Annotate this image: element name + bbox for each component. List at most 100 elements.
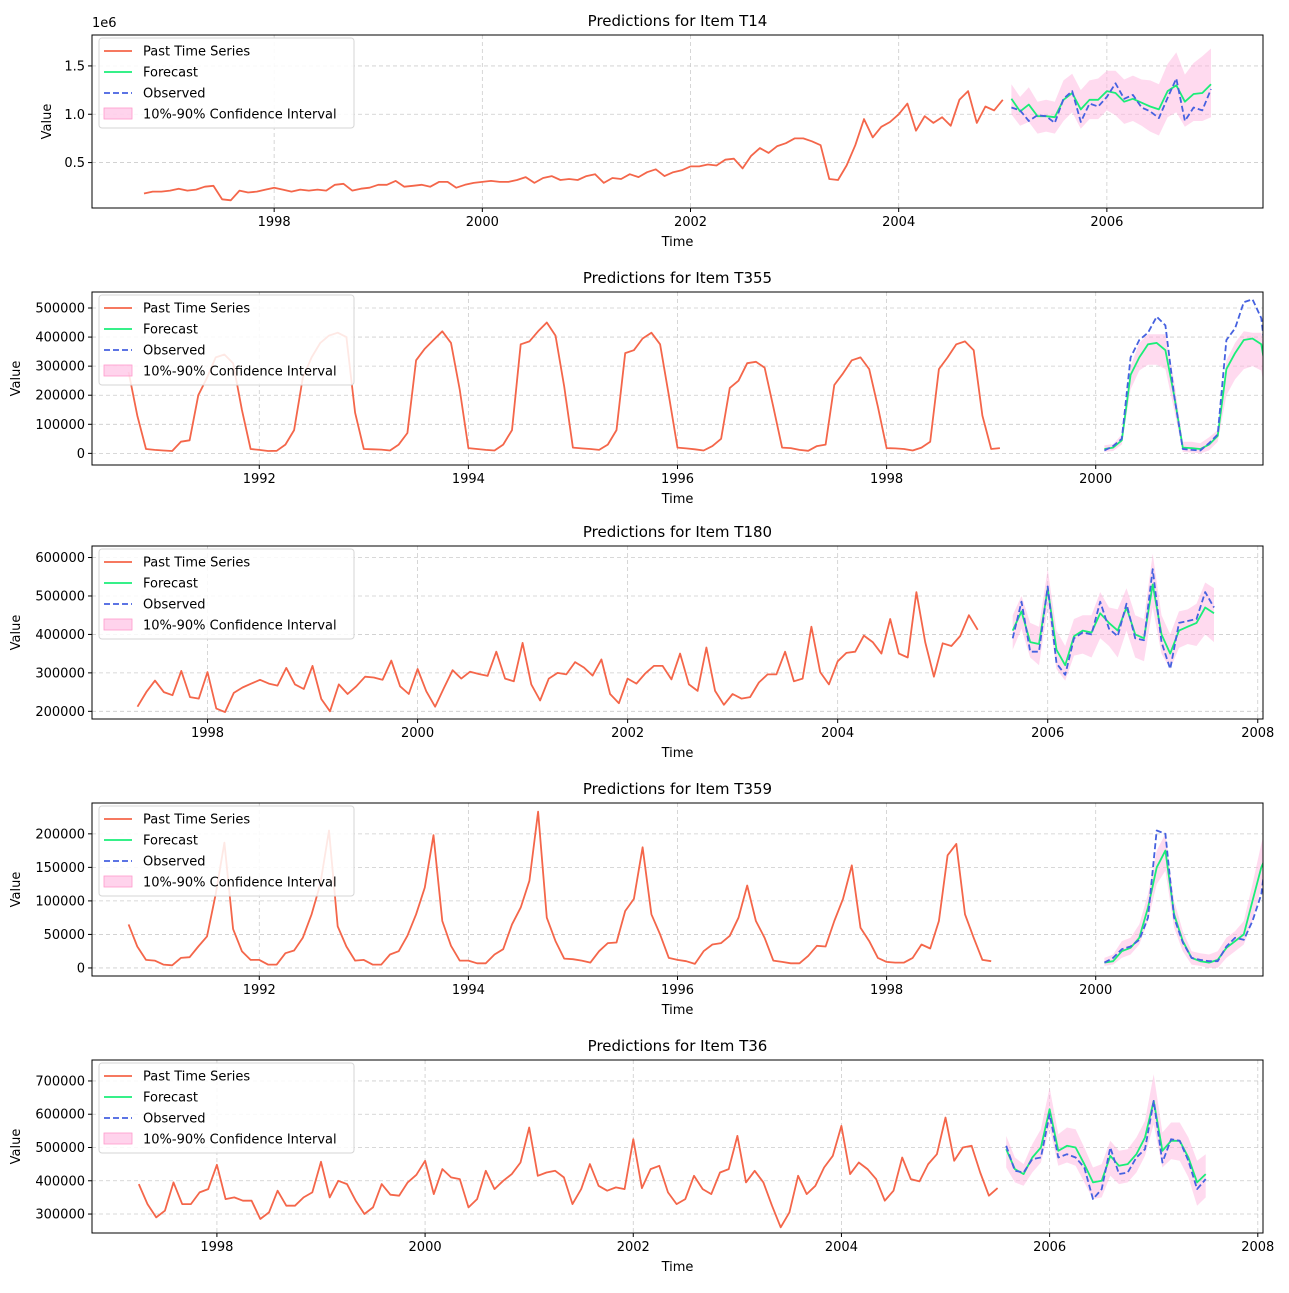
y-tick-label: 100000 (35, 418, 85, 433)
x-tick-label: 2004 (882, 215, 915, 230)
legend: Past Time Series Forecast Observed 10%-90% … (98, 1062, 355, 1154)
x-tick-label: 2000 (1079, 983, 1112, 998)
y-tick-label: 1.5 (64, 59, 85, 74)
legend-past-label: Past Time Series (143, 302, 250, 317)
x-tick-label: 2002 (617, 1240, 650, 1255)
x-axis-label: Time (661, 746, 694, 761)
y-tick-label: 50000 (44, 928, 85, 943)
y-tick-label: 0.5 (64, 156, 85, 171)
x-tick-label: 2004 (825, 1240, 858, 1255)
chart-title: Predictions for Item T355 (583, 269, 772, 287)
y-tick-label: 100000 (35, 894, 85, 909)
past-series-line (137, 1116, 999, 1229)
legend-box (98, 1062, 355, 1154)
legend-forecast-label: Forecast (143, 323, 198, 338)
y-tick-label: 150000 (35, 861, 85, 876)
x-tick-label: 1994 (452, 472, 485, 487)
subplot-3: 1998 2000 2002 2004 2006 2008 200000 300000 4000… (9, 523, 1274, 761)
legend-confidence-swatch (103, 875, 133, 888)
x-tick-label: 1992 (243, 472, 276, 487)
x-tick-label: 2000 (401, 726, 434, 741)
legend-confidence-label: 10%-90% Confidence Interval (143, 1133, 337, 1148)
legend-confidence-swatch (103, 618, 133, 631)
legend-forecast-label: Forecast (143, 1091, 198, 1106)
x-tick-label: 2000 (466, 215, 499, 230)
y-axis-label: Value (40, 104, 55, 140)
x-tick-label: 2002 (611, 726, 644, 741)
x-tick-label: 2000 (409, 1240, 442, 1255)
chart-title: Predictions for Item T359 (583, 780, 772, 798)
x-tick-label: 1994 (452, 983, 485, 998)
legend-box (98, 805, 355, 897)
y-tick-label: 400000 (35, 628, 85, 643)
past-series-line (127, 321, 1000, 452)
x-axis-label: Time (661, 492, 694, 507)
subplot-2: 1992 1994 1996 1998 2000 0 100000 200000 300000 4… (9, 269, 1264, 507)
chart-title: Predictions for Item T180 (583, 523, 772, 541)
y-tick-label: 200000 (35, 389, 85, 404)
y-tick-label: 1.0 (64, 108, 85, 123)
observed-line (1011, 568, 1215, 676)
y-tick-label: 200000 (35, 827, 85, 842)
plot-area (137, 1074, 1207, 1229)
legend-observed-label: Observed (143, 1112, 206, 1127)
legend-forecast-label: Forecast (143, 66, 198, 81)
y-tick-label: 0 (77, 961, 85, 976)
y-axis-label: Value (9, 872, 24, 908)
y-axis-label: Value (9, 1129, 24, 1165)
axes-frame (91, 1059, 1264, 1234)
legend-past-label: Past Time Series (143, 813, 250, 828)
y-axis-label: Value (9, 615, 24, 651)
legend-confidence-label: 10%-90% Confidence Interval (143, 876, 337, 891)
legend-past-label: Past Time Series (143, 1070, 250, 1085)
y-tick-label: 300000 (35, 1208, 85, 1223)
legend-confidence-swatch (103, 364, 133, 377)
plot-area (143, 48, 1212, 202)
observed-line (1011, 77, 1212, 124)
legend-confidence-label: 10%-90% Confidence Interval (143, 619, 337, 634)
x-tick-label: 2006 (1031, 726, 1064, 741)
x-tick-label: 2006 (1090, 215, 1123, 230)
y-tick-label: 0 (77, 447, 85, 462)
y-tick-label: 300000 (35, 360, 85, 375)
forecast-line (1011, 583, 1215, 667)
legend-forecast-label: Forecast (143, 834, 198, 849)
y-offset-text: 1e6 (92, 16, 117, 31)
plot-area (136, 553, 1215, 713)
x-tick-label: 1998 (870, 472, 903, 487)
grid (92, 292, 1263, 465)
x-tick-label: 2000 (1079, 472, 1112, 487)
subplot-5: 1998 2000 2002 2004 2006 2008 300000 400000 5000… (9, 1037, 1274, 1275)
legend-forecast-label: Forecast (143, 577, 198, 592)
forecast-line (1104, 337, 1263, 450)
legend-observed-label: Observed (143, 598, 206, 613)
y-tick-label: 700000 (35, 1074, 85, 1089)
past-series-line (136, 591, 979, 713)
x-tick-label: 1998 (191, 726, 224, 741)
past-series-line (143, 90, 1004, 202)
plot-area (127, 298, 1263, 454)
legend-observed-label: Observed (143, 855, 206, 870)
axes-frame (91, 545, 1264, 720)
observed-line (1005, 1100, 1207, 1200)
forecast-line (1104, 849, 1263, 964)
observed-line (1103, 298, 1263, 452)
legend-past-label: Past Time Series (143, 556, 250, 571)
y-tick-label: 500000 (35, 1141, 85, 1156)
x-tick-label: 1998 (870, 983, 903, 998)
legend-observed-label: Observed (143, 344, 206, 359)
observed-line (1103, 829, 1263, 964)
x-tick-label: 2008 (1241, 1240, 1274, 1255)
legend-box (98, 37, 355, 129)
legend-confidence-label: 10%-90% Confidence Interval (143, 108, 337, 123)
x-tick-label: 2002 (674, 215, 707, 230)
chart-title: Predictions for Item T36 (588, 1037, 768, 1055)
x-tick-label: 2006 (1033, 1240, 1066, 1255)
legend-box (98, 294, 355, 386)
x-tick-label: 1992 (243, 983, 276, 998)
y-tick-label: 500000 (35, 589, 85, 604)
legend-observed-label: Observed (143, 87, 206, 102)
x-axis-label: Time (661, 1260, 694, 1275)
